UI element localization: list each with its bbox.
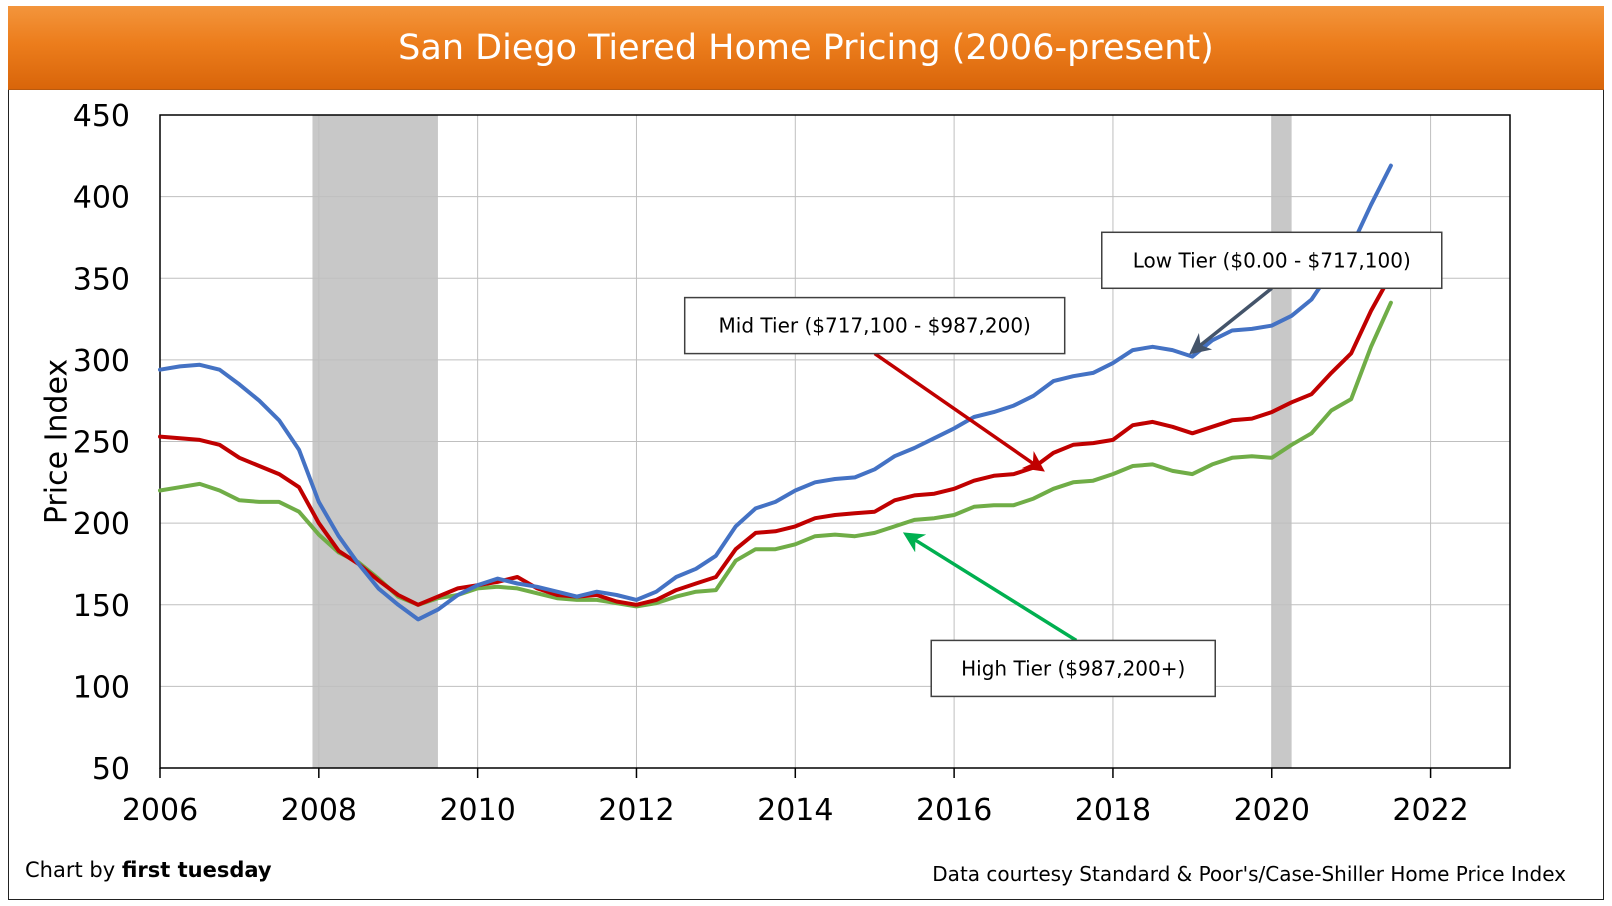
y-tick-label: 200 — [73, 507, 130, 542]
series-line-low-tier — [158, 163, 1393, 622]
plot-border — [159, 114, 1511, 769]
y-tick-label: 450 — [73, 99, 130, 134]
chart-credit: Chart by first tuesday — [25, 858, 272, 882]
title-bar: San Diego Tiered Home Pricing (2006-pres… — [8, 6, 1604, 90]
y-axis-label: Price Index — [40, 359, 75, 524]
y-tick-label: 250 — [73, 426, 130, 461]
credit-prefix: Chart by — [25, 858, 122, 882]
x-tick-label: 2018 — [1075, 793, 1151, 828]
annotations: Low Tier ($0.00 - $717,100) Mid Tier ($71… — [683, 231, 1443, 698]
mid-tier-callout-label: Mid Tier ($717,100 - $987,200) — [719, 314, 1031, 338]
high-tier-callout-box — [930, 639, 1216, 698]
y-tick-label: 400 — [73, 181, 130, 216]
y-tick-label: 50 — [92, 752, 130, 787]
mid-tier-arrow — [873, 352, 1045, 472]
x-tick-label: 2022 — [1392, 793, 1468, 828]
series-lines — [158, 163, 1393, 622]
x-tick-label: 2008 — [281, 793, 357, 828]
source-note: Data courtesy Standard & Poor's/Case-Shi… — [932, 862, 1566, 886]
x-tick-label: 2006 — [122, 793, 198, 828]
x-tick-label: 2016 — [916, 793, 992, 828]
high-tier-callout-label: High Tier ($987,200+) — [961, 656, 1185, 680]
chart-title: San Diego Tiered Home Pricing (2006-pres… — [398, 28, 1214, 68]
gridlines — [159, 114, 1510, 769]
y-axis-ticks: 50 100 150 200 250 300 350 400 450 — [73, 99, 130, 787]
mid-tier-callout-box — [683, 296, 1066, 355]
x-axis-ticks: 2006 2008 2010 2012 2014 2016 2018 2020 2022 — [122, 768, 1469, 828]
x-tick-label: 2020 — [1234, 793, 1310, 828]
low-tier-callout-box — [1101, 231, 1443, 290]
low-tier-arrow — [1189, 286, 1273, 355]
x-tick-label: 2012 — [598, 793, 674, 828]
y-tick-label: 350 — [73, 262, 130, 297]
y-tick-label: 100 — [73, 670, 130, 705]
credit-brand: first tuesday — [121, 858, 272, 882]
high-tier-arrow — [902, 532, 1078, 642]
x-tick-label: 2010 — [439, 793, 515, 828]
low-tier-callout-label: Low Tier ($0.00 - $717,100) — [1133, 248, 1411, 272]
x-tick-label: 2014 — [757, 793, 833, 828]
y-tick-label: 150 — [73, 589, 130, 624]
y-tick-label: 300 — [73, 344, 130, 379]
